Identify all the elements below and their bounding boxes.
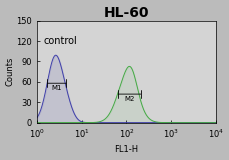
Text: control: control: [43, 36, 77, 46]
Text: M1: M1: [51, 85, 62, 91]
X-axis label: FL1-H: FL1-H: [114, 145, 138, 154]
Text: M2: M2: [124, 96, 134, 102]
Title: HL-60: HL-60: [103, 6, 149, 20]
Y-axis label: Counts: Counts: [5, 57, 14, 86]
